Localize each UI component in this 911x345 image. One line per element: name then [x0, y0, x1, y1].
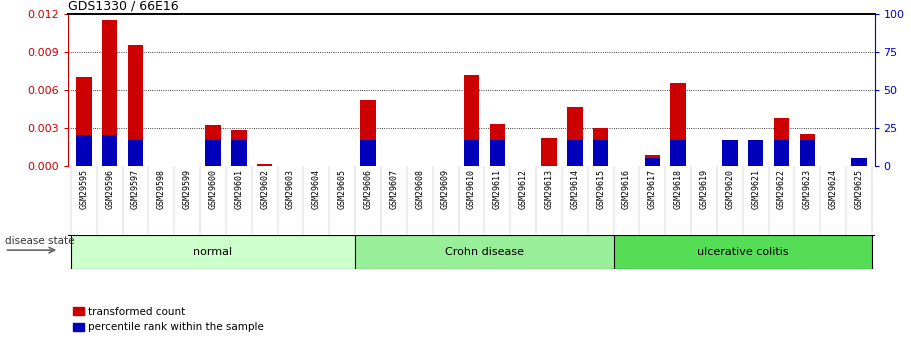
Bar [489, 124, 505, 166]
Bar [257, 164, 272, 166]
Text: GSM29612: GSM29612 [518, 169, 527, 209]
Bar [800, 140, 815, 166]
Bar [851, 158, 866, 166]
Text: GSM29597: GSM29597 [131, 169, 140, 209]
Text: GSM29617: GSM29617 [648, 169, 657, 209]
Bar [464, 75, 479, 166]
Text: GSM29610: GSM29610 [467, 169, 476, 209]
Text: GSM29622: GSM29622 [777, 169, 786, 209]
Bar [128, 140, 143, 166]
Text: GSM29601: GSM29601 [234, 169, 243, 209]
Legend: transformed count, percentile rank within the sample: transformed count, percentile rank withi… [69, 303, 268, 336]
Bar [77, 135, 92, 166]
Text: GSM29621: GSM29621 [752, 169, 760, 209]
Text: disease state: disease state [5, 237, 74, 246]
Text: GSM29625: GSM29625 [855, 169, 864, 209]
Text: GSM29609: GSM29609 [441, 169, 450, 209]
Text: GSM29624: GSM29624 [829, 169, 838, 209]
Bar [102, 135, 118, 166]
Text: GSM29623: GSM29623 [803, 169, 812, 209]
Text: GSM29611: GSM29611 [493, 169, 502, 209]
Text: Crohn disease: Crohn disease [445, 247, 524, 257]
Text: GSM29619: GSM29619 [700, 169, 709, 209]
Bar [205, 140, 220, 166]
Bar [800, 134, 815, 166]
Text: GSM29616: GSM29616 [622, 169, 631, 209]
Text: GSM29603: GSM29603 [286, 169, 295, 209]
Bar [205, 125, 220, 166]
Bar [567, 140, 582, 166]
Text: GSM29600: GSM29600 [209, 169, 218, 209]
Bar [722, 150, 738, 166]
Bar [670, 140, 686, 166]
Text: normal: normal [193, 247, 232, 257]
Bar [614, 235, 872, 269]
Text: GSM29604: GSM29604 [312, 169, 321, 209]
Bar [77, 77, 92, 166]
Bar [593, 140, 609, 166]
Bar [645, 158, 660, 166]
Bar [71, 235, 355, 269]
Text: GSM29595: GSM29595 [79, 169, 88, 209]
Bar [361, 140, 376, 166]
Text: GSM29599: GSM29599 [183, 169, 191, 209]
Text: GDS1330 / 66E16: GDS1330 / 66E16 [68, 0, 179, 13]
Bar [670, 83, 686, 166]
Text: GSM29618: GSM29618 [673, 169, 682, 209]
Bar [773, 140, 789, 166]
Text: GSM29606: GSM29606 [363, 169, 373, 209]
Bar [128, 46, 143, 166]
Bar [355, 235, 614, 269]
Bar [748, 151, 763, 166]
Text: GSM29620: GSM29620 [725, 169, 734, 209]
Bar [541, 138, 557, 166]
Text: GSM29602: GSM29602 [261, 169, 270, 209]
Text: GSM29615: GSM29615 [596, 169, 605, 209]
Text: GSM29605: GSM29605 [338, 169, 347, 209]
Bar [593, 128, 609, 166]
Bar [567, 107, 582, 166]
Bar [773, 118, 789, 166]
Bar [489, 140, 505, 166]
Bar [748, 140, 763, 166]
Text: GSM29613: GSM29613 [545, 169, 554, 209]
Text: GSM29608: GSM29608 [415, 169, 425, 209]
Bar [722, 140, 738, 166]
Text: ulcerative colitis: ulcerative colitis [697, 247, 789, 257]
Bar [464, 140, 479, 166]
Bar [645, 155, 660, 166]
Text: GSM29596: GSM29596 [105, 169, 114, 209]
Bar [851, 162, 866, 166]
Bar [231, 140, 247, 166]
Text: GSM29614: GSM29614 [570, 169, 579, 209]
Text: GSM29598: GSM29598 [157, 169, 166, 209]
Bar [231, 130, 247, 166]
Bar [361, 100, 376, 166]
Bar [102, 20, 118, 166]
Text: GSM29607: GSM29607 [389, 169, 398, 209]
